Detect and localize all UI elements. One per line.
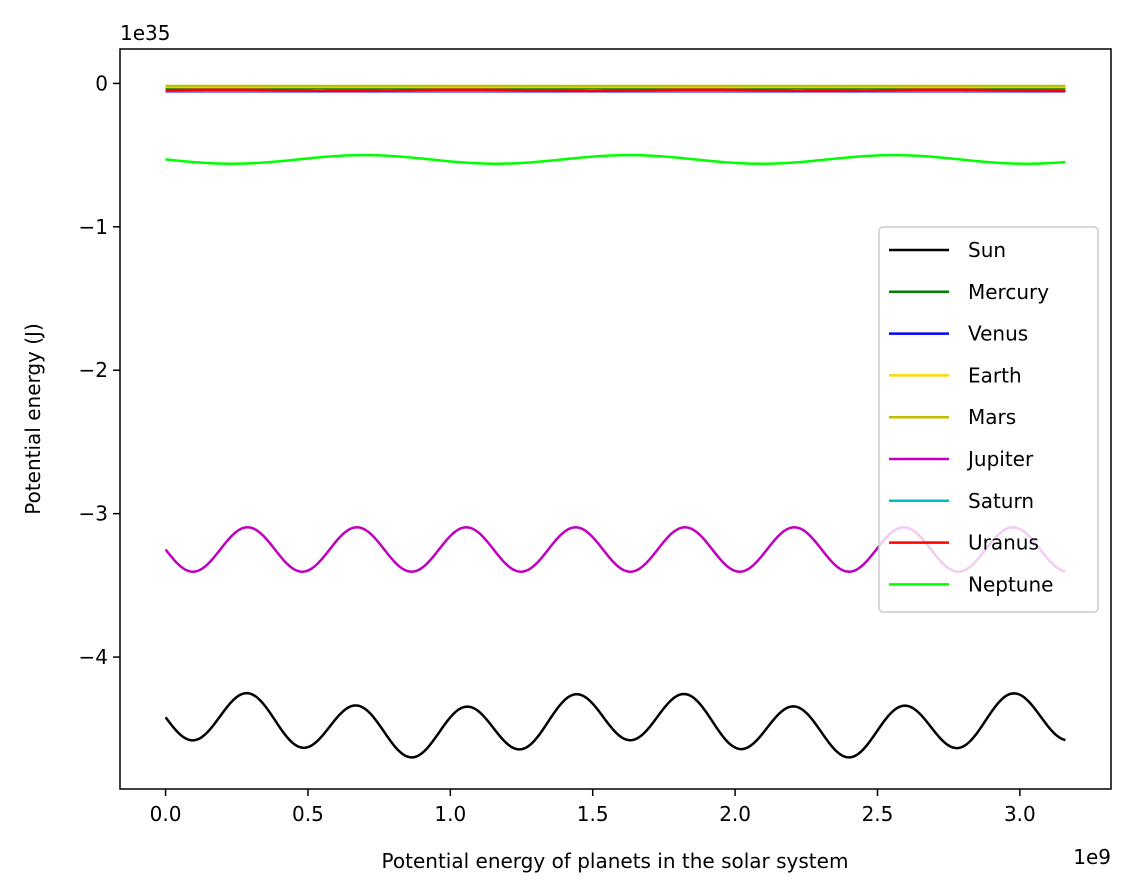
- x-axis-label: Potential energy of planets in the solar…: [382, 849, 849, 873]
- legend-label-jupiter: Jupiter: [966, 447, 1034, 471]
- legend-label-mars: Mars: [968, 405, 1016, 429]
- x-tick-label: 3.0: [1004, 802, 1036, 826]
- series-line-sun: [164, 691, 1066, 759]
- legend-label-venus: Venus: [968, 322, 1028, 346]
- plot-frame: [119, 48, 1112, 790]
- y-offset-label: 1e35: [120, 21, 170, 45]
- series-line-neptune: [165, 153, 1066, 165]
- legend-label-saturn: Saturn: [968, 489, 1034, 513]
- series-layer: [164, 84, 1066, 759]
- x-offset-label: 1e9: [1073, 845, 1111, 869]
- y-axis: 0 −1 −2 −3 −4: [79, 71, 120, 669]
- x-axis: 0.0 0.5 1.0 1.5 2.0 2.5 3.0: [150, 789, 1036, 826]
- y-tick-label: 0: [95, 71, 108, 95]
- x-tick-label: 2.0: [719, 802, 751, 826]
- legend: Sun Mercury Venus Earth Mars Jupiter Saturn Ura…: [878, 226, 1099, 613]
- x-tick-label: 1.5: [577, 802, 609, 826]
- x-tick-label: 0.0: [150, 802, 182, 826]
- y-tick-label: −2: [79, 358, 108, 382]
- y-tick-label: −1: [79, 215, 108, 239]
- y-tick-label: −3: [79, 502, 108, 526]
- y-tick-label: −4: [79, 645, 108, 669]
- legend-label-sun: Sun: [968, 238, 1006, 262]
- legend-label-neptune: Neptune: [968, 572, 1053, 596]
- series-line-uranus: [165, 88, 1066, 93]
- x-tick-label: 0.5: [292, 802, 324, 826]
- legend-box: [878, 226, 1099, 613]
- x-tick-label: 2.5: [862, 802, 894, 826]
- x-tick-label: 1.0: [434, 802, 466, 826]
- y-axis-label: Potential energy (J): [21, 323, 45, 515]
- legend-label-uranus: Uranus: [968, 531, 1039, 555]
- legend-label-mercury: Mercury: [968, 280, 1049, 304]
- legend-label-earth: Earth: [968, 363, 1022, 387]
